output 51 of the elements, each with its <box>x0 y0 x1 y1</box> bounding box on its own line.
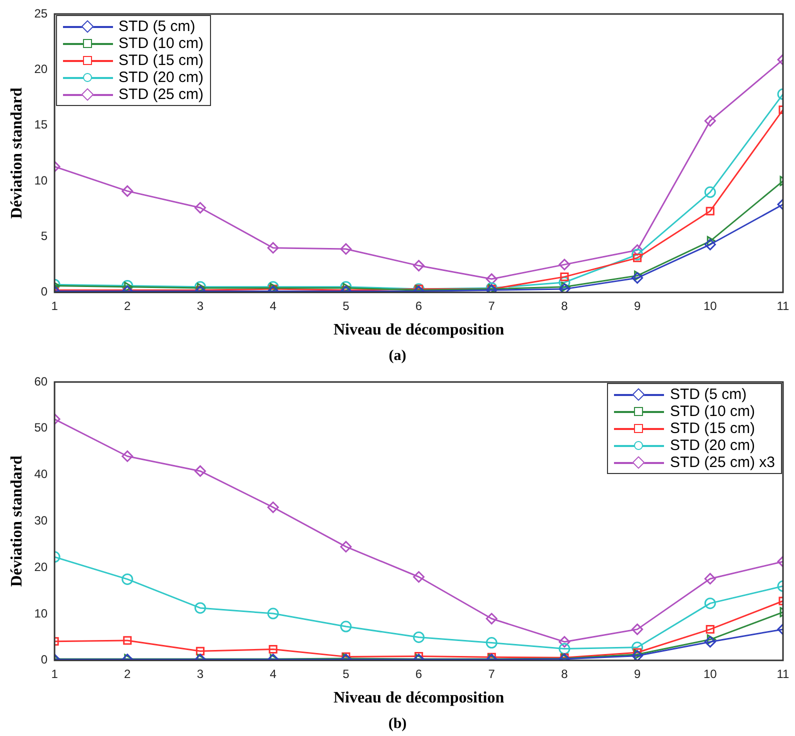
x-tick-label: 5 <box>342 298 350 313</box>
y-tick-label: 20 <box>34 62 48 76</box>
legend-label: STD (5 cm) <box>118 18 196 35</box>
legend-label: STD (20 cm) <box>118 69 204 86</box>
legend-label: STD (10 cm) <box>670 403 756 420</box>
x-tick-label: 3 <box>196 298 204 313</box>
x-tick-label: 1 <box>51 666 58 681</box>
y-tick-label: 0 <box>40 284 48 299</box>
y-axis-title: Déviation standard <box>8 88 26 219</box>
x-tick-label: 3 <box>196 666 204 681</box>
legend-label: STD (25 cm) <box>118 86 204 103</box>
x-tick-label: 8 <box>561 666 568 681</box>
x-tick-label: 6 <box>415 666 422 681</box>
x-tick-label: 10 <box>703 666 718 681</box>
y-tick-label: 5 <box>40 229 48 244</box>
x-tick-label: 4 <box>270 298 277 313</box>
legend-label: STD (25 cm) x3 <box>670 454 776 471</box>
y-axis-title: Déviation standard <box>8 456 26 587</box>
x-tick-label: 7 <box>488 298 496 313</box>
legend-label: STD (15 cm) <box>670 420 756 437</box>
y-tick-label: 25 <box>34 6 48 20</box>
x-tick-label: 11 <box>776 666 790 681</box>
x-tick-label: 2 <box>124 666 132 681</box>
x-tick-label: 6 <box>415 298 422 313</box>
y-tick-label: 50 <box>34 420 48 435</box>
text: (b) <box>387 715 408 734</box>
x-tick-label: 5 <box>342 666 350 681</box>
x-tick-label: 11 <box>776 298 790 313</box>
x-tick-label: 10 <box>703 298 718 313</box>
x-tick-label: 1 <box>51 298 58 313</box>
x-axis-title: Niveau de décomposition <box>333 322 504 339</box>
legend-label: STD (15 cm) <box>118 52 204 69</box>
legend-label: STD (10 cm) <box>118 35 204 52</box>
legend-label: STD (20 cm) <box>670 437 756 454</box>
x-tick-label: 9 <box>634 298 641 313</box>
x-tick-label: 7 <box>488 666 496 681</box>
x-tick-label: 2 <box>124 298 132 313</box>
y-tick-label: 40 <box>34 467 48 482</box>
y-tick-label: 10 <box>34 173 48 188</box>
legend-label: STD (5 cm) <box>670 386 747 403</box>
text: (a) <box>388 347 408 366</box>
x-tick-label: 9 <box>634 666 641 681</box>
y-tick-label: 10 <box>34 606 48 620</box>
y-tick-label: 20 <box>34 560 48 574</box>
y-tick-label: 15 <box>34 118 48 132</box>
y-tick-label: 0 <box>40 652 48 667</box>
y-tick-label: 60 <box>34 374 48 388</box>
y-tick-label: 30 <box>34 514 48 528</box>
x-tick-label: 4 <box>270 666 277 681</box>
x-tick-label: 8 <box>561 298 568 313</box>
x-axis-title: Niveau de décomposition <box>333 690 504 707</box>
